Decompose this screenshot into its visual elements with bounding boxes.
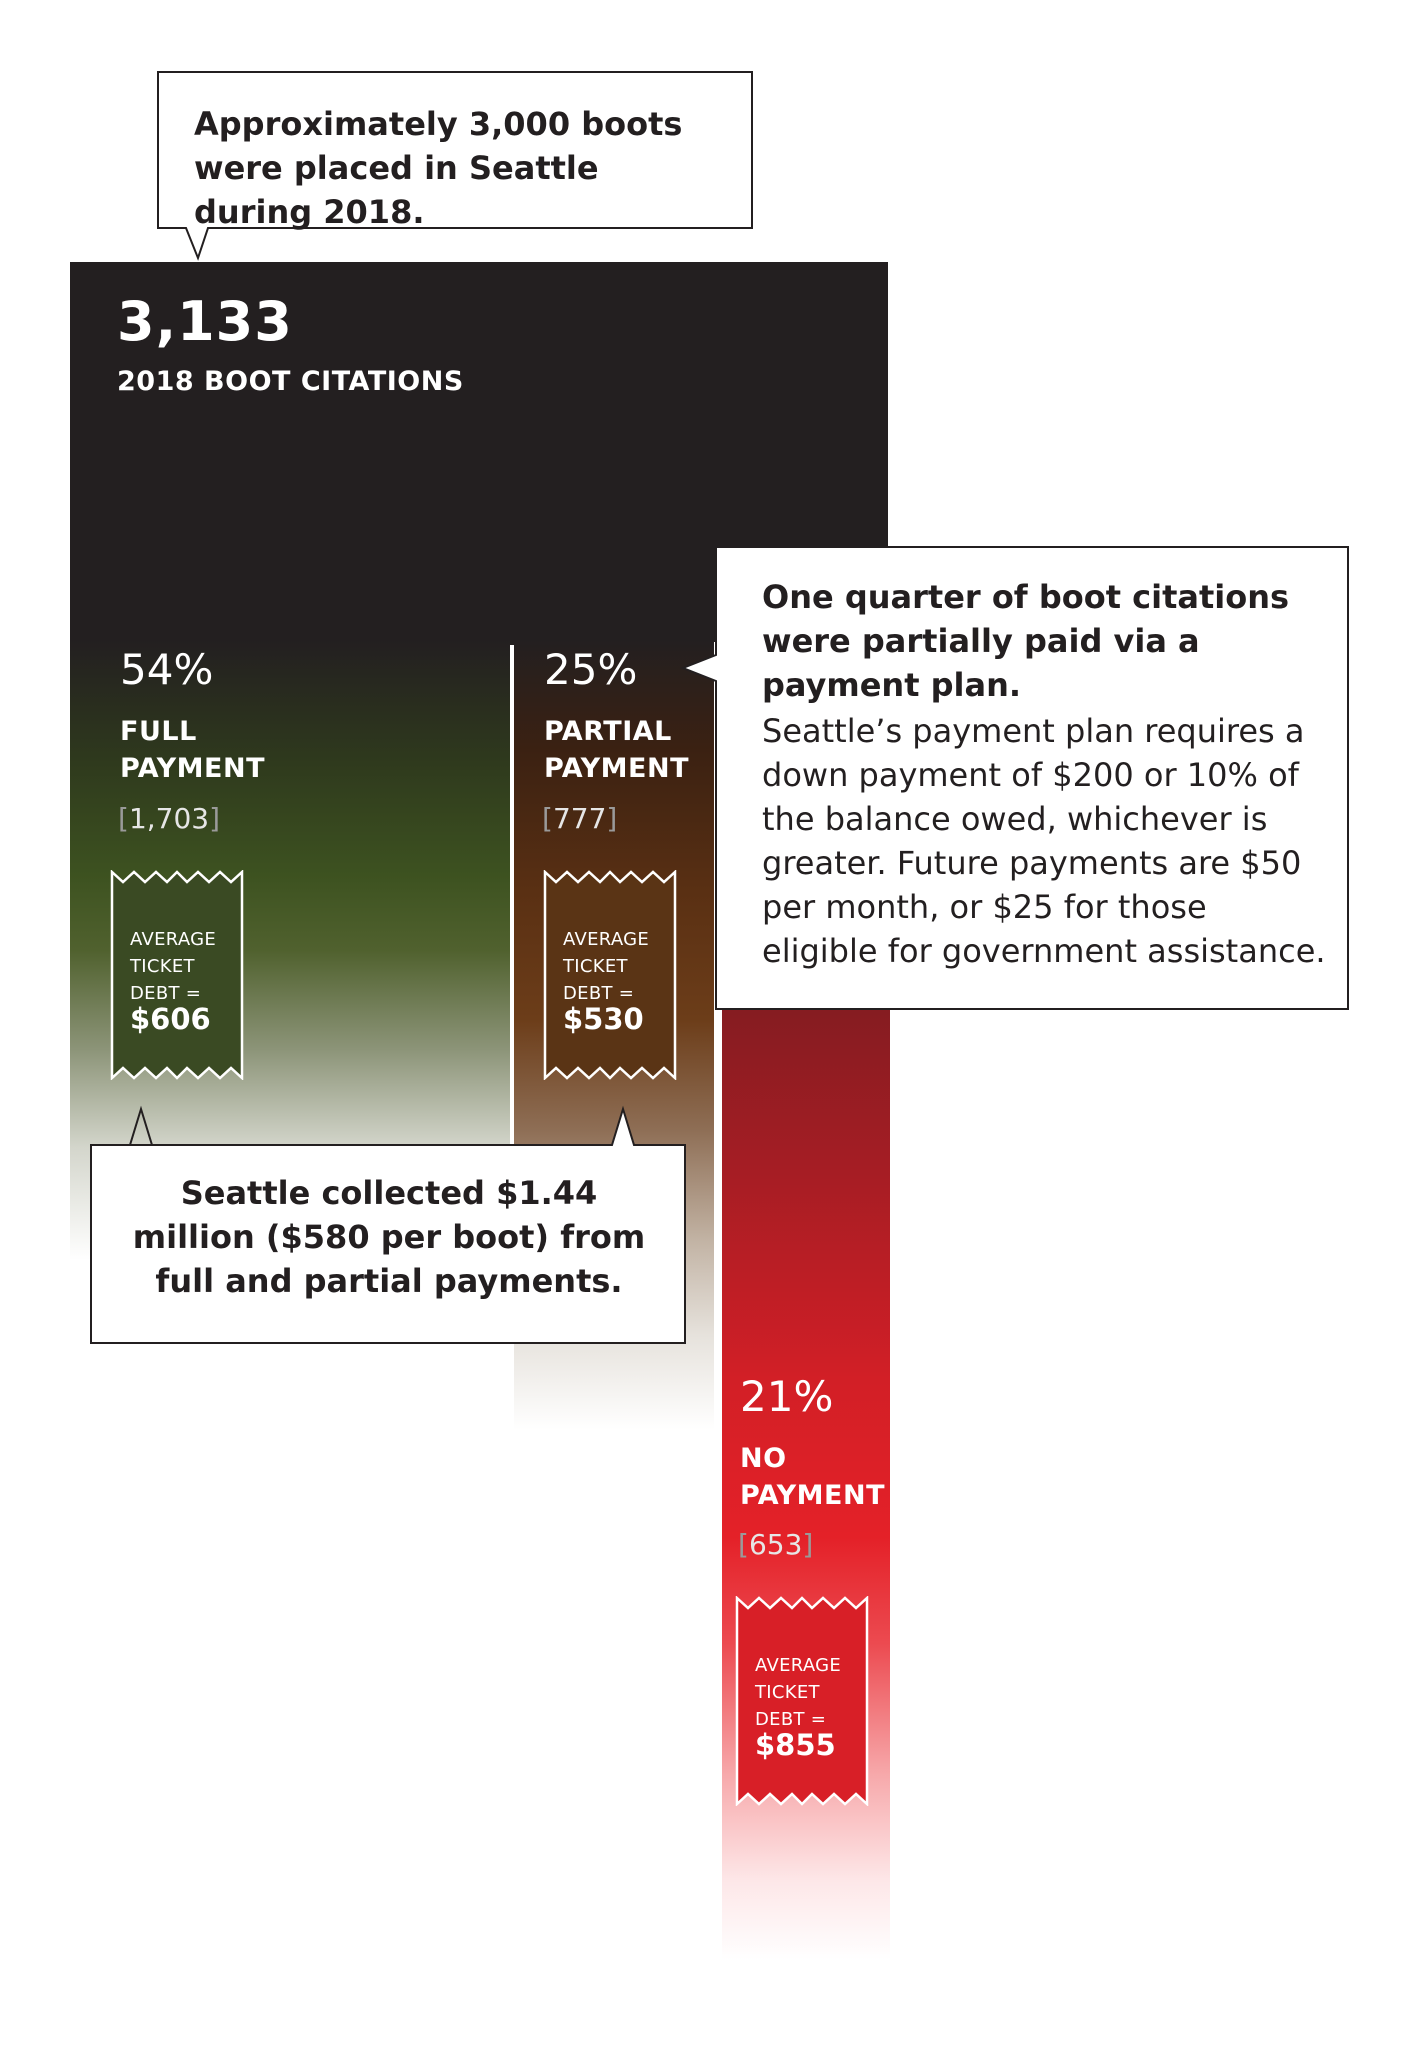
ticket-shape bbox=[110, 870, 244, 1080]
callout-box bbox=[90, 1105, 686, 1344]
ticket-shape bbox=[543, 870, 677, 1080]
full-payment-label: FULL PAYMENT bbox=[120, 716, 265, 784]
partial-payment-percent: 25% bbox=[544, 645, 638, 694]
bottom-callout-text: Seattle collected $1.44 million ($580 pe… bbox=[132, 1174, 646, 1300]
full-payment-percent: 54% bbox=[120, 645, 214, 694]
ticket-amount: $530 bbox=[563, 1002, 644, 1036]
top-callout-text: Approximately 3,000 boots were placed in… bbox=[194, 105, 683, 231]
ticket-caption: AVERAGE TICKET DEBT = bbox=[563, 929, 650, 1004]
callout-box bbox=[680, 546, 1349, 1010]
bottom-callout: Seattle collected $1.44 million ($580 pe… bbox=[89, 1105, 689, 1347]
right-callout-heading: One quarter of boot citations were parti… bbox=[762, 578, 1290, 704]
right-callout-body: Seattle’s payment plan requires a down p… bbox=[762, 712, 1326, 970]
ticket-caption: AVERAGE TICKET DEBT = bbox=[755, 1655, 842, 1730]
callout-box bbox=[157, 71, 753, 261]
no-payment-ticket: AVERAGE TICKET DEBT = $855 bbox=[735, 1596, 869, 1806]
ticket-caption: AVERAGE TICKET DEBT = bbox=[130, 929, 217, 1004]
total-citations-label: 2018 BOOT CITATIONS bbox=[117, 366, 464, 397]
full-payment-ticket: AVERAGE TICKET DEBT = $606 bbox=[110, 870, 244, 1080]
no-payment-count: [653] bbox=[738, 1528, 814, 1561]
right-callout: One quarter of boot citations were parti… bbox=[680, 545, 1352, 1013]
partial-payment-ticket: AVERAGE TICKET DEBT = $530 bbox=[543, 870, 677, 1080]
top-callout: Approximately 3,000 boots were placed in… bbox=[156, 70, 756, 270]
partial-payment-label: PARTIAL PAYMENT bbox=[544, 716, 689, 784]
branch-divider bbox=[510, 645, 514, 1155]
no-payment-label: NO PAYMENT bbox=[740, 1443, 885, 1511]
full-payment-count: [1,703] bbox=[118, 802, 221, 835]
ticket-shape bbox=[735, 1596, 869, 1806]
total-citations-value: 3,133 bbox=[117, 290, 293, 353]
partial-payment-count: [777] bbox=[542, 802, 618, 835]
ticket-amount: $606 bbox=[130, 1002, 211, 1036]
ticket-amount: $855 bbox=[755, 1728, 836, 1762]
no-payment-percent: 21% bbox=[740, 1372, 834, 1421]
